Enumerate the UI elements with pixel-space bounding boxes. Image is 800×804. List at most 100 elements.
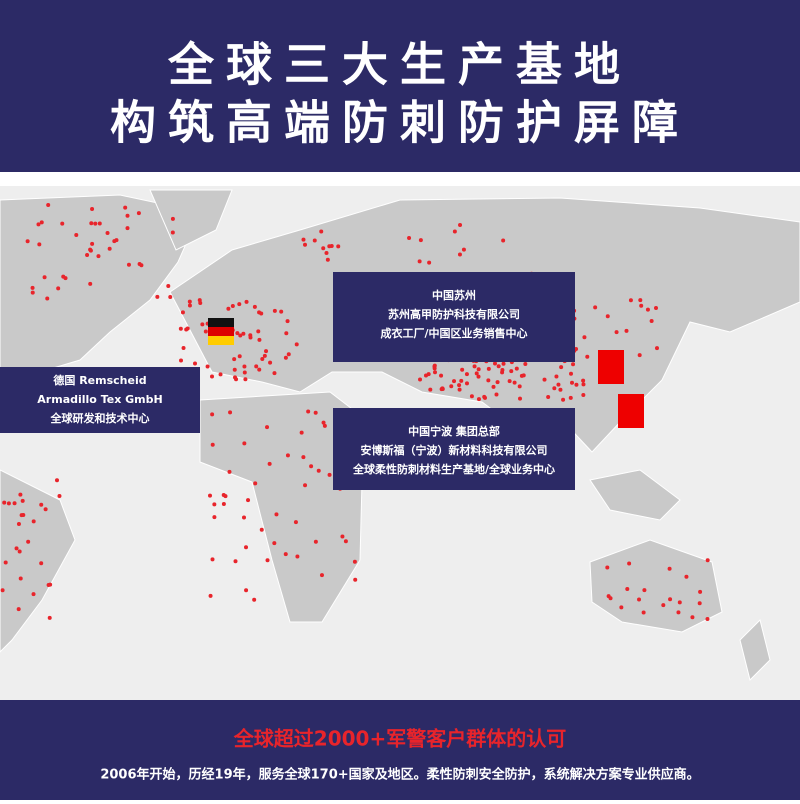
- map-dot: [581, 378, 586, 383]
- map-dot: [407, 235, 412, 240]
- map-dot: [458, 223, 463, 228]
- map-dot: [698, 589, 703, 594]
- map-dot: [179, 358, 184, 363]
- map-dot: [581, 382, 586, 387]
- map-dot: [39, 502, 44, 507]
- map-dot: [235, 331, 240, 336]
- map-dot: [677, 600, 682, 605]
- continent: [0, 469, 76, 653]
- map-dot: [343, 539, 348, 544]
- flag-stripe: [208, 327, 234, 336]
- map-dot: [319, 573, 324, 578]
- map-dot: [170, 216, 175, 221]
- map-dot: [624, 328, 629, 333]
- map-dot: [0, 588, 5, 593]
- map-dot: [452, 379, 457, 384]
- map-dot: [105, 231, 110, 236]
- map-dot: [30, 285, 35, 290]
- flag-stripe: [208, 336, 234, 345]
- map-dot: [257, 367, 262, 372]
- map-dot: [570, 380, 575, 385]
- map-dot: [31, 592, 36, 597]
- map-dot: [476, 367, 481, 372]
- map-dot: [210, 374, 215, 379]
- map-dot: [228, 410, 233, 415]
- map-dot: [319, 229, 324, 234]
- map-dot: [321, 246, 326, 251]
- map-dot: [285, 319, 290, 324]
- map-dot: [205, 364, 210, 369]
- map-dot: [474, 371, 479, 376]
- box-text: 全球柔性防刺材料生产基地/全球业务中心: [352, 462, 555, 476]
- map-dot: [259, 527, 264, 532]
- map-dot: [233, 559, 238, 564]
- map-dot: [472, 364, 477, 369]
- map-dot: [668, 597, 673, 602]
- map-dot: [340, 534, 345, 539]
- map-dot: [286, 352, 291, 357]
- map-dot: [20, 498, 25, 503]
- flag-stripe: [208, 318, 234, 327]
- map-dot: [193, 361, 198, 366]
- map-dot: [14, 546, 19, 551]
- map-dot: [495, 380, 500, 385]
- map-dot: [293, 520, 298, 525]
- map-dot: [265, 425, 270, 430]
- map-dot: [521, 373, 526, 378]
- info-box: [333, 408, 575, 490]
- map-dot: [210, 412, 215, 417]
- flag-cn: [618, 394, 644, 428]
- map-dot: [26, 539, 31, 544]
- map-dot: [568, 395, 573, 400]
- map-dot: [54, 478, 59, 483]
- map-dot: [208, 593, 213, 598]
- map-dot: [303, 483, 308, 488]
- continent: [589, 539, 723, 633]
- map-dot: [218, 372, 223, 377]
- info-box: [333, 272, 575, 362]
- map-dot: [284, 331, 289, 336]
- map-dot: [312, 238, 317, 243]
- map-dot: [619, 605, 624, 610]
- map-dot: [187, 303, 192, 308]
- map-dot: [452, 229, 457, 234]
- map-dot: [637, 597, 642, 602]
- map-dot: [88, 281, 93, 286]
- map-dot: [313, 410, 318, 415]
- map-dot: [306, 409, 311, 414]
- map-dot: [267, 461, 272, 466]
- map-dot: [210, 557, 215, 562]
- map-dot: [542, 377, 547, 382]
- map-dot: [61, 274, 66, 279]
- map-dot: [212, 502, 217, 507]
- map-dot: [170, 230, 175, 235]
- map-dot: [457, 387, 462, 392]
- map-dot: [432, 363, 437, 368]
- map-dot: [301, 455, 306, 460]
- map-dot: [244, 545, 249, 550]
- map-dot: [649, 319, 654, 324]
- map-dot: [272, 308, 277, 313]
- map-dot: [265, 558, 270, 563]
- box-text: 成衣工厂/中国区业务销售中心: [380, 326, 527, 340]
- map-dot: [57, 494, 62, 499]
- map-dot: [264, 349, 269, 354]
- map-dot: [299, 430, 304, 435]
- map-dot: [237, 302, 242, 307]
- map-dot: [232, 367, 237, 372]
- map-dot: [569, 371, 574, 376]
- map-dot: [114, 238, 119, 243]
- map-dot: [491, 384, 496, 389]
- map-dot: [654, 346, 659, 351]
- map-dot: [107, 246, 112, 251]
- map-dot: [327, 472, 332, 477]
- map-dot: [90, 241, 95, 246]
- map-dot: [252, 597, 257, 602]
- map-dot: [642, 588, 647, 593]
- map-dot: [246, 498, 251, 503]
- map-dot: [283, 355, 288, 360]
- map-dot: [500, 370, 505, 375]
- map-dot: [212, 515, 217, 520]
- map-dot: [353, 577, 358, 582]
- map-dot: [552, 386, 557, 391]
